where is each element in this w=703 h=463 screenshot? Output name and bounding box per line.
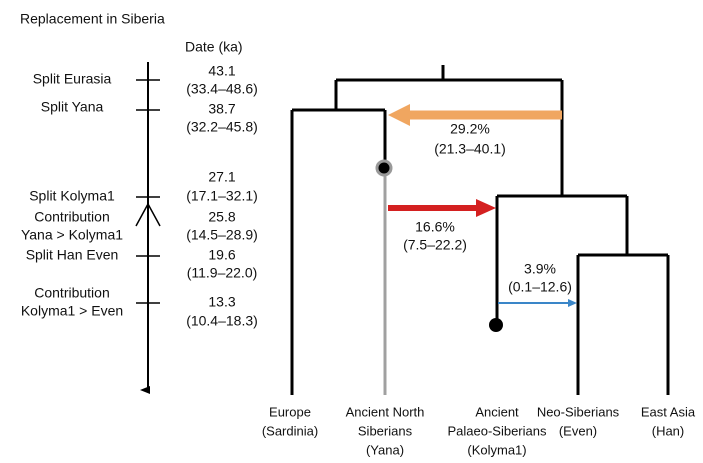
- event-date: 13.3: [208, 294, 235, 310]
- population-label: Europe: [269, 404, 311, 419]
- population-label: Ancient: [475, 404, 519, 419]
- event-label: Split Yana: [41, 99, 104, 115]
- sample-node: [489, 318, 503, 332]
- admixture-range: (0.1–12.6): [508, 279, 572, 295]
- arrow-head: [388, 104, 410, 126]
- event-range: (10.4–18.3): [186, 313, 258, 329]
- event-label: Split Eurasia: [33, 71, 112, 87]
- populations: Europe (Sardinia) Ancient North Siberians (Y…: [262, 404, 696, 457]
- event-date: 27.1: [208, 169, 235, 185]
- arrow-head: [476, 199, 496, 217]
- population-label: Ancient North: [346, 404, 425, 419]
- population-label: East Asia: [641, 404, 696, 419]
- admixture-percent: 3.9%: [524, 261, 556, 277]
- event-label: Split Han Even: [26, 247, 119, 263]
- population-label: Palaeo-Siberians: [447, 423, 547, 438]
- arrow-head: [568, 299, 577, 307]
- admixture-range: (21.3–40.1): [434, 141, 506, 157]
- tree: [290, 65, 670, 395]
- event-range: (33.4–48.6): [186, 81, 258, 97]
- date-header: Date (ka): [185, 39, 243, 55]
- population-label: Siberians: [358, 423, 413, 438]
- event-range: (11.9–22.0): [187, 265, 258, 281]
- events: Split Eurasia 43.1 (33.4–48.6) Split Yana 38…: [21, 63, 258, 329]
- admixture-percent: 16.6%: [415, 219, 455, 235]
- population-label: (Sardinia): [262, 423, 318, 438]
- event-label: Split Kolyma1: [29, 188, 115, 204]
- admixture-percent: 29.2%: [450, 121, 490, 137]
- event-date: 19.6: [208, 247, 235, 263]
- event-label: Contribution: [34, 209, 110, 225]
- event-date: 43.1: [208, 63, 235, 79]
- event-range: (32.2–45.8): [186, 119, 258, 135]
- event-label: Kolyma1 > Even: [21, 303, 123, 319]
- title: Replacement in Siberia: [20, 11, 165, 27]
- event-label: Yana > Kolyma1: [21, 227, 123, 243]
- sample-node: [375, 159, 393, 177]
- population-label: (Kolyma1): [467, 442, 526, 457]
- event-range: (14.5–28.9): [186, 227, 258, 243]
- event-label: Contribution: [34, 285, 110, 301]
- timeline-ticks: [135, 79, 161, 304]
- event-date: 38.7: [208, 101, 235, 117]
- event-range: (17.1–32.1): [186, 188, 258, 204]
- population-label: Neo-Siberians: [537, 404, 620, 419]
- population-label: (Yana): [366, 442, 404, 457]
- admixture-range: (7.5–22.2): [403, 237, 467, 253]
- population-label: (Even): [559, 423, 597, 438]
- event-date: 25.8: [208, 209, 235, 225]
- population-label: (Han): [652, 423, 685, 438]
